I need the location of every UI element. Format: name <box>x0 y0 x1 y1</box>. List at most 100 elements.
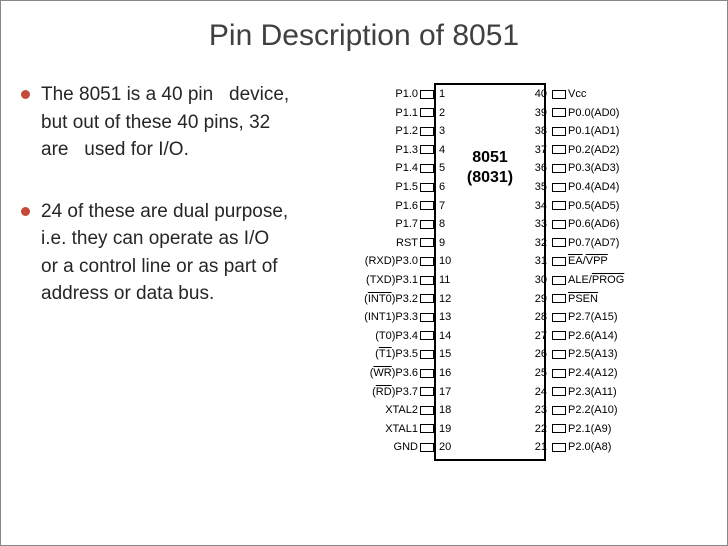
pin-number: 39 <box>532 107 552 119</box>
pin-stub-icon <box>420 443 434 452</box>
pin-right-40: 40Vcc <box>532 85 636 103</box>
pin-label: P1.0 <box>362 88 420 100</box>
pin-number: 5 <box>434 162 454 174</box>
pin-label: P0.7(AD7) <box>566 237 636 249</box>
pin-left-3: P1.2 3 <box>362 122 454 140</box>
pin-left-4: P1.34 <box>362 141 454 159</box>
pin-stub-icon <box>552 443 566 452</box>
pin-left-10: (RXD)P3.010 <box>362 252 454 270</box>
pin-stub-icon <box>420 369 434 378</box>
pin-label: P2.7(A15) <box>566 311 636 323</box>
pin-right-33: 33P0.6(AD6) <box>532 215 636 233</box>
pin-right-39: 39 P0.0(AD0) <box>532 104 636 122</box>
pin-label: RST <box>362 237 420 249</box>
pin-right-22: 22 P2.1(A9) <box>532 420 636 438</box>
pin-stub-icon <box>420 108 434 117</box>
pin-right-29: 29PSEN <box>532 290 636 308</box>
pin-stub-icon <box>552 238 566 247</box>
pin-number: 28 <box>532 311 552 323</box>
pin-number: 9 <box>434 237 454 249</box>
page-title: Pin Description of 8051 <box>1 1 727 63</box>
pin-number: 34 <box>532 200 552 212</box>
pin-right-34: 34 P0.5(AD5) <box>532 197 636 215</box>
pin-stub-icon <box>552 145 566 154</box>
pin-left-16: (WR)P3.616 <box>362 364 454 382</box>
pin-number: 26 <box>532 348 552 360</box>
pin-label: GND <box>362 441 420 453</box>
pin-stub-icon <box>420 331 434 340</box>
pin-stub-icon <box>552 294 566 303</box>
bullet-icon <box>21 90 30 99</box>
pin-number: 15 <box>434 348 454 360</box>
pin-label: (INT1)P3.3 <box>362 311 420 323</box>
pin-label: P0.3(AD3) <box>566 162 636 174</box>
pin-right-31: 31EA/VPP <box>532 252 636 270</box>
pin-label: XTAL1 <box>362 423 420 435</box>
pin-number: 36 <box>532 162 552 174</box>
pin-stub-icon <box>552 387 566 396</box>
text-column: The 8051 is a 40 pin device, but out of … <box>21 63 291 493</box>
pin-number: 8 <box>434 218 454 230</box>
pin-stub-icon <box>552 369 566 378</box>
pin-number: 10 <box>434 255 454 267</box>
pin-label: P0.0(AD0) <box>566 107 636 119</box>
pin-right-36: 36 P0.3(AD3) <box>532 159 636 177</box>
bullet-item: 24 of these are dual purpose, i.e. they … <box>21 198 291 308</box>
pin-stub-icon <box>420 276 434 285</box>
pin-right-24: 24P2.3(A11) <box>532 383 636 401</box>
pin-number: 3 <box>434 125 454 137</box>
pin-number: 37 <box>532 144 552 156</box>
pin-right-23: 23P2.2(A10) <box>532 401 636 419</box>
pin-number: 30 <box>532 274 552 286</box>
pin-label: XTAL2 <box>362 404 420 416</box>
pin-number: 14 <box>434 330 454 342</box>
pin-label: P1.3 <box>362 144 420 156</box>
pin-stub-icon <box>552 127 566 136</box>
pin-left-15: (T1)P3.515 <box>362 345 454 363</box>
pin-label: P1.5 <box>362 181 420 193</box>
pin-stub-icon <box>552 276 566 285</box>
pin-label: P1.7 <box>362 218 420 230</box>
pin-number: 38 <box>532 125 552 137</box>
pin-label: P1.2 <box>362 125 420 137</box>
bullet-text: The 8051 is a 40 pin device, but out of … <box>41 81 291 164</box>
pin-label: P0.5(AD5) <box>566 200 636 212</box>
pin-right-21: 21P2.0(A8) <box>532 438 636 456</box>
pin-stub-icon <box>552 201 566 210</box>
pin-label: P0.6(AD6) <box>566 218 636 230</box>
pin-left-1: P1.0 1 <box>362 85 454 103</box>
pin-right-26: 26P2.5(A13) <box>532 345 636 363</box>
pin-number: 23 <box>532 404 552 416</box>
pin-number: 11 <box>434 274 454 286</box>
pin-stub-icon <box>420 313 434 322</box>
pin-stub-icon <box>420 90 434 99</box>
pin-number: 2 <box>434 107 454 119</box>
pin-stub-icon <box>420 238 434 247</box>
pin-number: 22 <box>532 423 552 435</box>
pin-left-18: XTAL2 18 <box>362 401 454 419</box>
pin-stub-icon <box>552 164 566 173</box>
pin-stub-icon <box>552 331 566 340</box>
pin-right-38: 38P0.1(AD1) <box>532 122 636 140</box>
pin-number: 32 <box>532 237 552 249</box>
pin-number: 21 <box>532 441 552 453</box>
pin-left-20: GND20 <box>362 438 454 456</box>
pin-stub-icon <box>420 145 434 154</box>
pin-stub-icon <box>552 313 566 322</box>
bullet-text: 24 of these are dual purpose, i.e. they … <box>41 198 291 308</box>
pin-label: P2.1(A9) <box>566 423 636 435</box>
pin-label: (T0)P3.4 <box>362 330 420 342</box>
pin-number: 17 <box>434 386 454 398</box>
pin-stub-icon <box>420 294 434 303</box>
pin-right-35: 35P0.4(AD4) <box>532 178 636 196</box>
pin-stub-icon <box>552 183 566 192</box>
pin-number: 29 <box>532 293 552 305</box>
pin-number: 19 <box>434 423 454 435</box>
pin-number: 1 <box>434 88 454 100</box>
pin-number: 7 <box>434 200 454 212</box>
pin-left-13: (INT1)P3.313 <box>362 308 454 326</box>
pin-stub-icon <box>420 164 434 173</box>
pin-left-17: (RD)P3.717 <box>362 383 454 401</box>
pin-number: 18 <box>434 404 454 416</box>
pin-number: 6 <box>434 181 454 193</box>
